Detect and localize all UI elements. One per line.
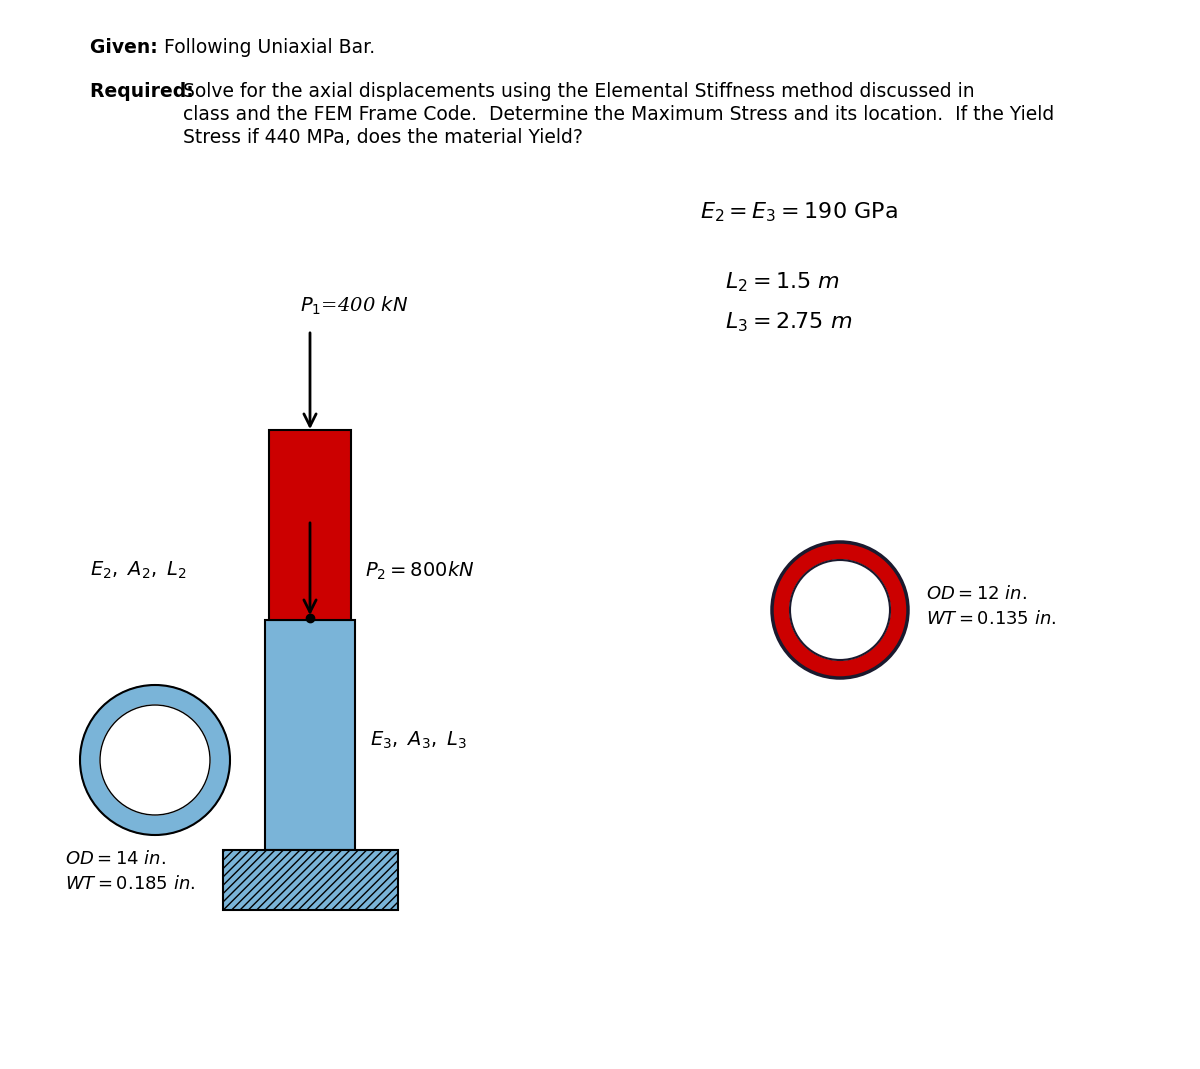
Text: $WT = 0.135\ in.$: $WT = 0.135\ in.$	[926, 610, 1056, 628]
Text: Stress if 440 MPa, does the material Yield?: Stress if 440 MPa, does the material Yie…	[182, 128, 583, 148]
Text: $P_2 = 800kN$: $P_2 = 800kN$	[365, 560, 474, 583]
Text: Given:: Given:	[90, 38, 164, 57]
Text: $E_2 = E_3 = 190\ \mathrm{GPa}$: $E_2 = E_3 = 190\ \mathrm{GPa}$	[700, 200, 898, 223]
Circle shape	[790, 560, 890, 660]
Text: Required:: Required:	[90, 82, 200, 100]
Text: $E_2,\ A_2,\ L_2$: $E_2,\ A_2,\ L_2$	[90, 559, 187, 580]
Text: $P_1$=400 $kN$: $P_1$=400 $kN$	[300, 295, 408, 317]
Text: class and the FEM Frame Code.  Determine the Maximum Stress and its location.  I: class and the FEM Frame Code. Determine …	[182, 105, 1055, 124]
Text: $OD = 12\ in.$: $OD = 12\ in.$	[926, 585, 1027, 603]
Text: Following Uniaxial Bar.: Following Uniaxial Bar.	[158, 38, 376, 57]
Text: $OD = 14\ in.$: $OD = 14\ in.$	[65, 850, 166, 868]
Bar	[222, 850, 397, 910]
Bar	[269, 430, 352, 620]
Text: $L_2 = 1.5\ m$: $L_2 = 1.5\ m$	[725, 270, 840, 294]
Circle shape	[772, 542, 908, 678]
Text: $WT = 0.185\ in.$: $WT = 0.185\ in.$	[65, 876, 196, 893]
Text: $L_3 = 2.75\ m$: $L_3 = 2.75\ m$	[725, 310, 852, 334]
Text: $E_3,\ A_3,\ L_3$: $E_3,\ A_3,\ L_3$	[370, 729, 467, 750]
Text: Solve for the axial displacements using the Elemental Stiffness method discussed: Solve for the axial displacements using …	[182, 82, 974, 100]
Bar	[265, 620, 355, 850]
Circle shape	[80, 685, 230, 835]
Circle shape	[100, 704, 210, 815]
